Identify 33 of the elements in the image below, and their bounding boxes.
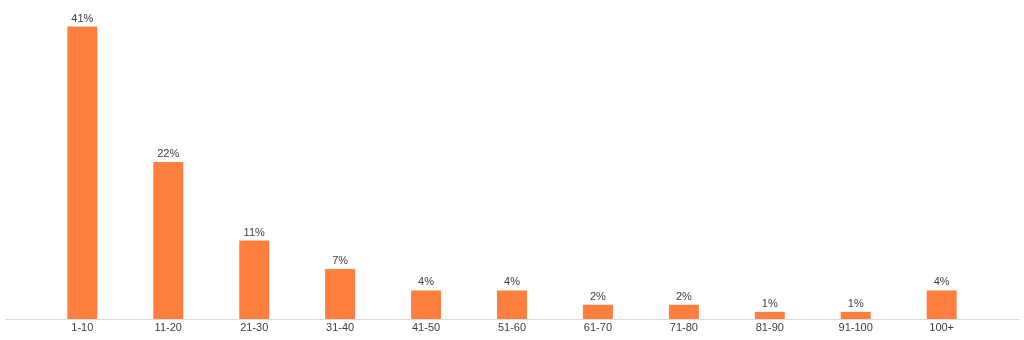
x-tick-label: 100+ [929,320,955,333]
data-label: 22% [157,147,180,160]
data-label: 1% [847,296,864,309]
bar [497,290,527,319]
x-tick-label: 31-40 [326,320,355,333]
data-label: 4% [933,275,950,288]
data-label: 4% [418,275,435,288]
bar [668,304,699,319]
x-tick-label: 1-10 [71,320,94,333]
bar [325,269,356,319]
x-tick-label: 51-60 [497,320,527,333]
data-label: 7% [332,254,349,267]
bar [67,26,98,319]
data-label: 4% [504,275,521,288]
data-label: 1% [761,296,778,309]
x-tick-label: 91-100 [838,320,873,333]
bar [582,304,613,319]
data-label: 41% [71,11,94,24]
x-tick-label: 11-20 [154,320,182,333]
bar [239,240,270,319]
x-tick-label: 71-80 [669,320,698,333]
bar [840,311,871,319]
x-tick-label: 21-30 [240,320,269,333]
bar [754,311,785,319]
data-label: 11% [243,225,266,238]
data-label: 2% [675,289,693,302]
x-tick-label: 61-70 [583,320,612,333]
bar [926,290,957,319]
x-tick-label: 41-50 [412,320,441,333]
x-tick-label: 81-90 [755,320,784,333]
bar [153,162,184,319]
bar [411,290,442,319]
data-label: 2% [589,289,607,302]
